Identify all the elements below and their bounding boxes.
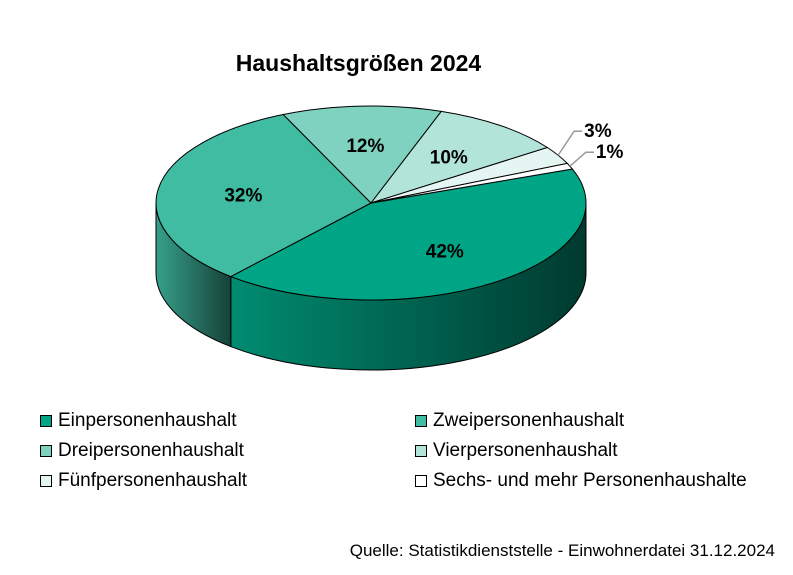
- pie-leader-5: [569, 151, 594, 167]
- pie-label-3: 10%: [430, 148, 468, 169]
- pie-chart: 42% 32% 12% 10% 3%1%: [155, 105, 624, 371]
- pie-slice-3: [369, 110, 549, 204]
- legend-label: Zweipersonenhaushalt: [433, 410, 625, 431]
- legend-label: Dreipersonenhaushalt: [58, 440, 244, 461]
- pie-label-2: 12%: [346, 136, 384, 157]
- legend-item: Einpersonenhaushalt: [40, 410, 415, 432]
- legend-item: Zweipersonenhaushalt: [415, 410, 780, 432]
- pie-slice-5: [370, 162, 574, 204]
- legend-swatch: [415, 445, 427, 457]
- legend-label: Einpersonenhaushalt: [58, 410, 237, 431]
- pie-slice-2: [282, 105, 443, 204]
- legend-swatch: [40, 445, 52, 457]
- pie-label-1: 32%: [224, 186, 262, 207]
- legend-label: Sechs- und mehr Personenhaushalte: [433, 470, 747, 491]
- legend-item: Fünfpersonenhaushalt: [40, 470, 415, 492]
- pie-label-5: 1%: [596, 142, 624, 163]
- legend-swatch: [40, 415, 52, 427]
- legend-label: Vierpersonenhaushalt: [433, 440, 618, 461]
- chart-title: Haushaltsgrößen 2024: [235, 50, 482, 76]
- pie-slice-1: [155, 113, 372, 278]
- legend-swatch: [40, 475, 52, 487]
- pie-label-4: 3%: [584, 121, 612, 142]
- pie-label-0: 42%: [426, 242, 464, 263]
- legend-item: Sechs- und mehr Personenhaushalte: [415, 470, 780, 492]
- legend-swatch: [415, 415, 427, 427]
- legend-label: Fünfpersonenhaushalt: [58, 470, 248, 491]
- pie-slice-0: [229, 168, 587, 301]
- source-note: Quelle: Statistikdienststelle - Einwohne…: [349, 541, 775, 560]
- legend: Einpersonenhaushalt Zweipersonenhaushalt D…: [40, 410, 780, 492]
- legend-swatch: [415, 475, 427, 487]
- legend-item: Vierpersonenhaushalt: [415, 440, 780, 462]
- legend-item: Dreipersonenhaushalt: [40, 440, 415, 462]
- pie-leader-4: [557, 130, 583, 156]
